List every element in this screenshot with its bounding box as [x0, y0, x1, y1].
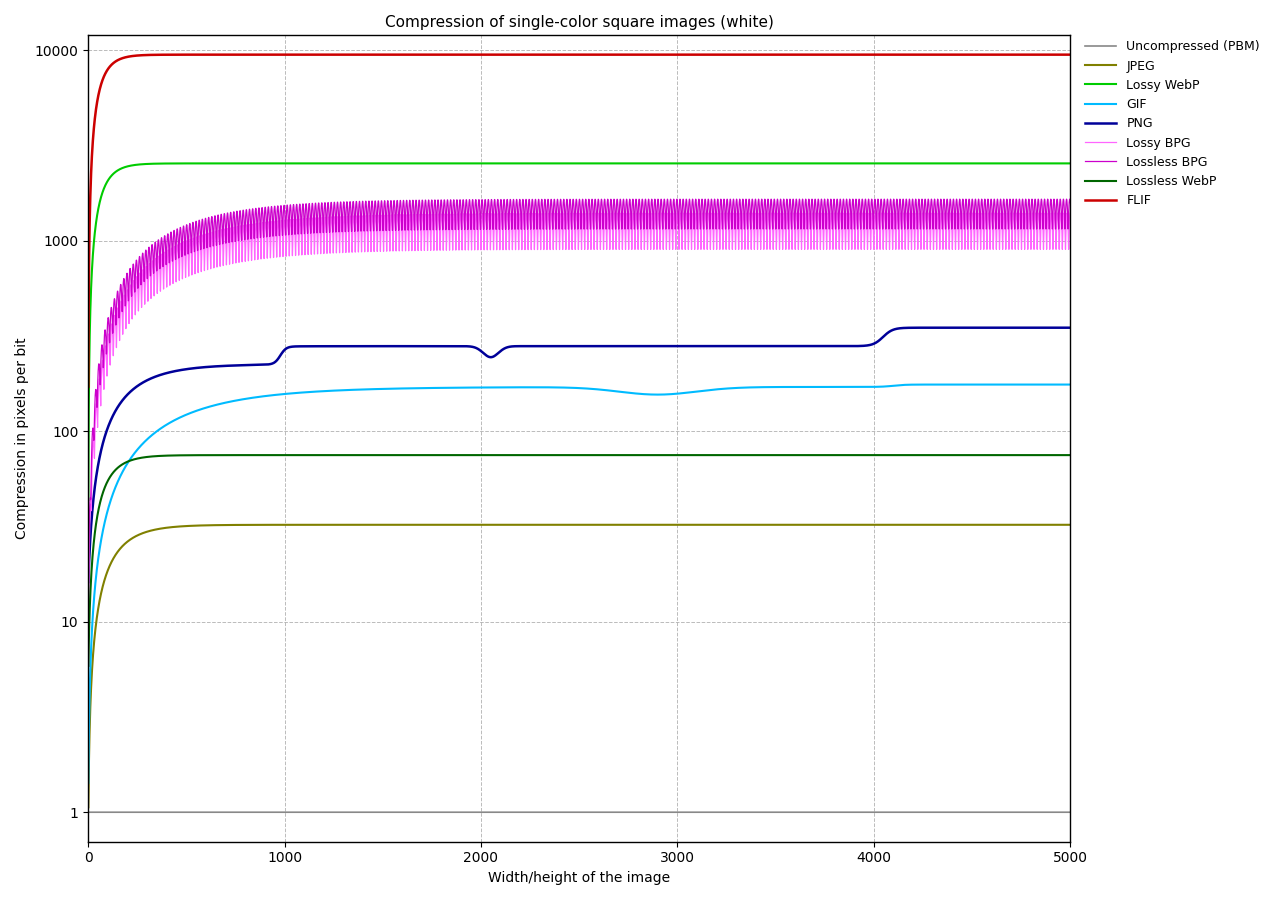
- JPEG: [259, 519, 274, 530]
- Line: PNG: PNG: [88, 328, 1070, 582]
- Lossy WebP: [814, 158, 829, 169]
- JPEG: [1062, 519, 1078, 530]
- Lossy WebP: [719, 158, 735, 169]
- Lossy BPG: [888, 236, 904, 247]
- Y-axis label: Compression in pixels per bit: Compression in pixels per bit: [15, 338, 29, 539]
- Line: Lossless BPG: Lossless BPG: [88, 199, 1070, 618]
- Lossless BPG: [81, 613, 96, 624]
- Lossless BPG: [1062, 197, 1078, 208]
- Lossless WebP: [888, 450, 904, 461]
- Uncompressed (PBM): [669, 806, 685, 817]
- Line: FLIF: FLIF: [88, 55, 1070, 387]
- Line: Lossy BPG: Lossy BPG: [88, 213, 1070, 667]
- GIF: [456, 382, 471, 393]
- Lossy WebP: [522, 158, 538, 169]
- Lossless WebP: [719, 450, 735, 461]
- Lossless WebP: [814, 450, 829, 461]
- Lossless BPG: [888, 216, 904, 227]
- FLIF: [669, 50, 685, 60]
- PNG: [81, 577, 96, 588]
- JPEG: [669, 519, 685, 530]
- FLIF: [814, 50, 829, 60]
- GIF: [719, 383, 735, 394]
- Lossy BPG: [719, 217, 735, 228]
- Uncompressed (PBM): [1062, 806, 1078, 817]
- Lossy BPG: [81, 662, 96, 672]
- Lossless BPG: [259, 231, 274, 242]
- GIF: [888, 380, 904, 391]
- FLIF: [81, 382, 96, 392]
- Lossy BPG: [1062, 208, 1078, 219]
- Uncompressed (PBM): [888, 806, 904, 817]
- JPEG: [888, 519, 904, 530]
- Lossy WebP: [456, 158, 471, 169]
- Lossless WebP: [81, 661, 96, 671]
- GIF: [669, 388, 685, 399]
- Lossless BPG: [456, 195, 471, 206]
- Title: Compression of single-color square images (white): Compression of single-color square image…: [385, 15, 773, 30]
- Uncompressed (PBM): [719, 806, 735, 817]
- Lossless WebP: [669, 450, 685, 461]
- Lossless WebP: [1062, 450, 1078, 461]
- PNG: [719, 341, 735, 352]
- Uncompressed (PBM): [813, 806, 828, 817]
- JPEG: [813, 519, 828, 530]
- GIF: [1062, 379, 1078, 390]
- GIF: [81, 778, 96, 788]
- Legend: Uncompressed (PBM), JPEG, Lossy WebP, GIF, PNG, Lossy BPG, Lossless BPG, Lossles: Uncompressed (PBM), JPEG, Lossy WebP, GI…: [1080, 35, 1265, 212]
- GIF: [259, 391, 274, 401]
- FLIF: [456, 50, 471, 60]
- JPEG: [937, 519, 952, 530]
- Lossless WebP: [668, 450, 684, 461]
- Line: JPEG: JPEG: [88, 525, 1070, 807]
- JPEG: [456, 519, 471, 530]
- Lossy BPG: [259, 230, 274, 241]
- FLIF: [719, 50, 735, 60]
- Lossless BPG: [719, 194, 735, 205]
- Lossy WebP: [888, 158, 904, 169]
- PNG: [669, 341, 685, 352]
- Lossy BPG: [813, 222, 828, 233]
- FLIF: [485, 50, 500, 60]
- Line: Lossy WebP: Lossy WebP: [88, 164, 1070, 500]
- Lossy BPG: [456, 209, 471, 220]
- Uncompressed (PBM): [81, 806, 96, 817]
- FLIF: [888, 50, 904, 60]
- Lossless BPG: [669, 195, 685, 206]
- PNG: [456, 341, 471, 352]
- Lossless WebP: [456, 450, 471, 461]
- Line: GIF: GIF: [88, 384, 1070, 783]
- PNG: [888, 324, 904, 335]
- FLIF: [1062, 50, 1078, 60]
- X-axis label: Width/height of the image: Width/height of the image: [488, 871, 671, 885]
- PNG: [1062, 322, 1078, 333]
- Lossless WebP: [259, 450, 274, 461]
- Lossy WebP: [669, 158, 685, 169]
- Lossy WebP: [259, 158, 274, 169]
- Lossy WebP: [1062, 158, 1078, 169]
- PNG: [259, 359, 274, 370]
- PNG: [813, 341, 828, 352]
- Lossy WebP: [81, 494, 96, 505]
- FLIF: [259, 50, 274, 60]
- Lossless BPG: [1062, 194, 1078, 204]
- JPEG: [81, 802, 96, 813]
- Lossy BPG: [669, 208, 685, 219]
- Uncompressed (PBM): [259, 806, 274, 817]
- Uncompressed (PBM): [456, 806, 471, 817]
- Line: Lossless WebP: Lossless WebP: [88, 455, 1070, 666]
- GIF: [813, 382, 828, 392]
- JPEG: [719, 519, 735, 530]
- Lossless BPG: [813, 197, 828, 208]
